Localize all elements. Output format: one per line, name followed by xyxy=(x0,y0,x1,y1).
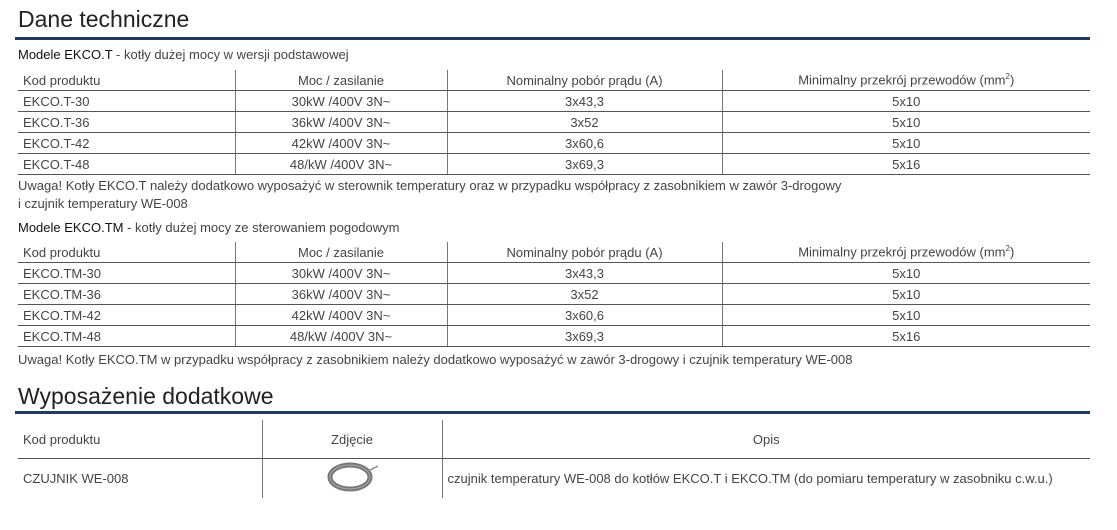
cell: 3x60,6 xyxy=(446,304,722,326)
table-row: EKCO.T-48 48/kW /400V 3N~ 3x69,3 5x16 xyxy=(18,153,1090,175)
table1-subtitle: Modele EKCO.T - kotły dużej mocy w wersj… xyxy=(18,47,349,62)
sensor-photo xyxy=(261,458,442,498)
cell: 5x10 xyxy=(721,90,1090,112)
cell: EKCO.TM-36 xyxy=(18,283,235,305)
cell: 48/kW /400V 3N~ xyxy=(234,153,447,175)
table-row: EKCO.T-42 42kW /400V 3N~ 3x60,6 5x10 xyxy=(18,132,1090,154)
table2-note: Uwaga! Kotły EKCO.TM w przypadku współpr… xyxy=(18,352,853,367)
cell: 3x69,3 xyxy=(446,153,722,175)
header-current: Nominalny pobór prądu (A) xyxy=(446,70,722,91)
cable-coil-icon xyxy=(327,462,379,492)
cell: 3x43,3 xyxy=(446,262,722,284)
table-row: EKCO.TM-48 48/kW /400V 3N~ 3x69,3 5x16 xyxy=(18,325,1090,347)
subtitle-bold: Modele EKCO.TM xyxy=(18,220,124,235)
table-row: EKCO.TM-36 36kW /400V 3N~ 3x52 5x10 xyxy=(18,283,1090,305)
cell: EKCO.TM-42 xyxy=(18,304,235,326)
table-row: EKCO.T-30 30kW /400V 3N~ 3x43,3 5x10 xyxy=(18,90,1090,112)
header-current: Nominalny pobór prądu (A) xyxy=(446,242,722,263)
table-row: EKCO.TM-30 30kW /400V 3N~ 3x43,3 5x10 xyxy=(18,262,1090,284)
subtitle-rest: - kotły dużej mocy w wersji podstawowej xyxy=(112,47,349,62)
cell: 5x16 xyxy=(721,153,1090,175)
cell: 3x69,3 xyxy=(446,325,722,347)
cell: 5x16 xyxy=(721,325,1090,347)
cell: 5x10 xyxy=(721,262,1090,284)
table1-note: Uwaga! Kotły EKCO.T należy dodatkowo wyp… xyxy=(18,177,841,213)
header-power: Moc / zasilanie xyxy=(234,242,447,263)
cell: 30kW /400V 3N~ xyxy=(234,90,447,112)
header-cable: Minimalny przekrój przewodów (mm2) xyxy=(721,242,1090,263)
cell: CZUJNIK WE-008 xyxy=(23,471,129,486)
table-header: Kod produktu Moc / zasilanie Nominalny p… xyxy=(18,242,1090,263)
cell: 5x10 xyxy=(721,283,1090,305)
table-header: Kod produktu Moc / zasilanie Nominalny p… xyxy=(18,70,1090,91)
table-row: EKCO.T-36 36kW /400V 3N~ 3x52 5x10 xyxy=(18,111,1090,133)
header-power: Moc / zasilanie xyxy=(234,70,447,91)
table-header: Kod produktu Zdjęcie Opis xyxy=(18,420,1090,459)
table-ekco-t: Kod produktu Moc / zasilanie Nominalny p… xyxy=(18,70,1090,175)
cell: 48/kW /400V 3N~ xyxy=(234,325,447,347)
cell: 5x10 xyxy=(721,304,1090,326)
cell: EKCO.T-48 xyxy=(18,153,235,175)
table-row: CZUJNIK WE-008 czujnik temperatury WE-00… xyxy=(18,458,1090,498)
cell: 3x52 xyxy=(446,283,722,305)
subtitle-rest: - kotły dużej mocy ze sterowaniem pogodo… xyxy=(123,220,400,235)
table-row: EKCO.TM-42 42kW /400V 3N~ 3x60,6 5x10 xyxy=(18,304,1090,326)
section-divider xyxy=(15,37,1090,40)
cell: 3x52 xyxy=(446,111,722,133)
table2-subtitle: Modele EKCO.TM - kotły dużej mocy ze ste… xyxy=(18,220,400,235)
cell: EKCO.T-42 xyxy=(18,132,235,154)
cell: 3x43,3 xyxy=(446,90,722,112)
cell: EKCO.TM-48 xyxy=(18,325,235,347)
cell: 5x10 xyxy=(721,111,1090,133)
header-code: Kod produktu xyxy=(18,242,235,263)
header-code: Kod produktu xyxy=(18,70,235,91)
cell: 3x60,6 xyxy=(446,132,722,154)
cell: EKCO.TM-30 xyxy=(18,262,235,284)
cell: 42kW /400V 3N~ xyxy=(234,132,447,154)
cell: EKCO.T-36 xyxy=(18,111,235,133)
table-ekco-tm: Kod produktu Moc / zasilanie Nominalny p… xyxy=(18,242,1090,347)
header-code: Kod produktu xyxy=(18,420,262,459)
table-accessories: Kod produktu Zdjęcie Opis CZUJNIK WE-008… xyxy=(18,420,1090,498)
section-title-technical: Dane techniczne xyxy=(18,6,190,32)
cell: 42kW /400V 3N~ xyxy=(234,304,447,326)
subtitle-bold: Modele EKCO.T xyxy=(18,47,113,62)
section-divider xyxy=(15,411,1090,414)
section-title-accessories: Wyposażenie dodatkowe xyxy=(18,383,274,409)
header-description: Opis xyxy=(441,420,1090,459)
cell: 30kW /400V 3N~ xyxy=(234,262,447,284)
header-photo: Zdjęcie xyxy=(261,420,442,459)
cell: czujnik temperatury WE-008 do kotłów EKC… xyxy=(441,458,1090,498)
cell: 5x10 xyxy=(721,132,1090,154)
header-cable: Minimalny przekrój przewodów (mm2) xyxy=(721,70,1090,91)
cell: 36kW /400V 3N~ xyxy=(234,283,447,305)
note-line: Uwaga! Kotły EKCO.T należy dodatkowo wyp… xyxy=(18,178,842,193)
cell: 36kW /400V 3N~ xyxy=(234,111,447,133)
note-line: i czujnik temperatury WE-008 xyxy=(18,196,188,211)
cell: EKCO.T-30 xyxy=(18,90,235,112)
